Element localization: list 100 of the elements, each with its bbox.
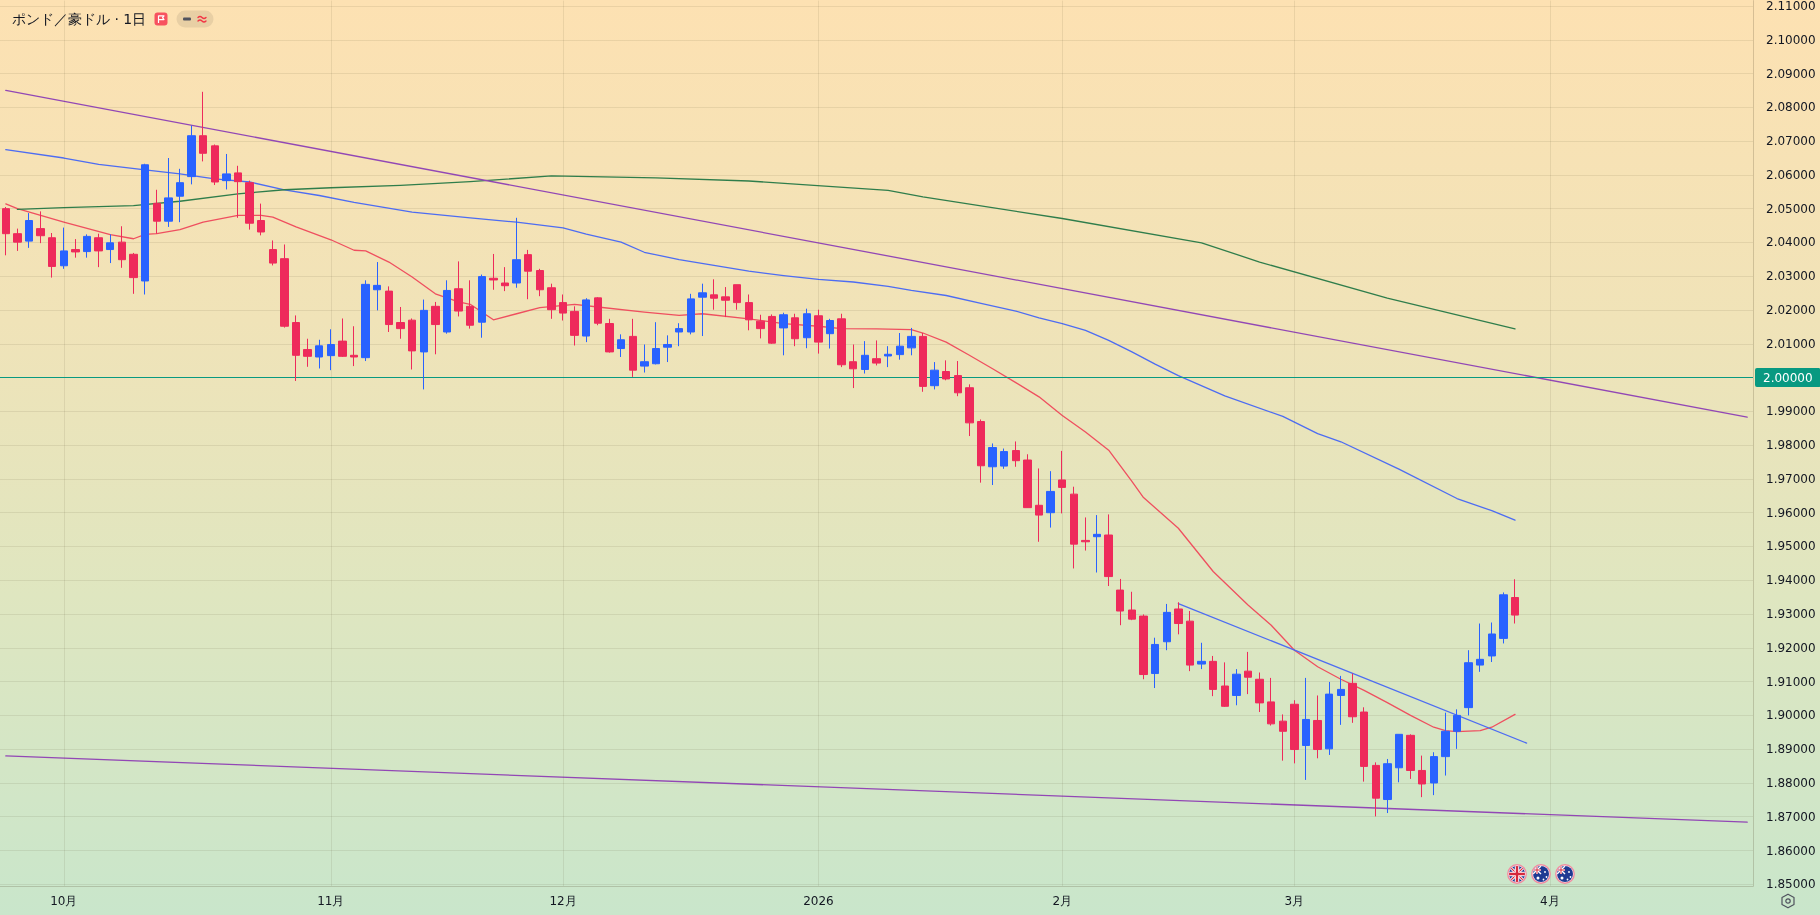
candlestick xyxy=(60,227,68,270)
candlestick xyxy=(303,338,312,368)
candlestick xyxy=(1070,486,1078,569)
candlestick xyxy=(965,383,974,437)
candlestick xyxy=(1511,578,1519,625)
x-tick-label: 11月 xyxy=(317,894,345,908)
y-tick-label: 1.92000 xyxy=(1766,640,1816,655)
candlestick xyxy=(779,312,788,356)
y-tick-label: 1.88000 xyxy=(1766,775,1816,790)
candlestick xyxy=(884,345,892,368)
y-tick-label: 2.03000 xyxy=(1766,269,1816,284)
candlestick xyxy=(791,313,799,347)
candlestick xyxy=(1418,755,1426,798)
y-tick-label: 1.99000 xyxy=(1766,404,1816,419)
candlestick xyxy=(1441,712,1450,777)
y-tick-label: 2.06000 xyxy=(1766,167,1816,182)
candlestick xyxy=(1279,713,1287,762)
candlestick xyxy=(361,279,370,362)
candlestick xyxy=(1313,694,1322,759)
candlestick xyxy=(396,306,405,340)
candlestick xyxy=(768,313,776,345)
candlestick xyxy=(687,293,695,335)
candlestick xyxy=(1383,758,1392,814)
candlestick xyxy=(338,317,347,358)
candlestick xyxy=(1139,613,1148,680)
candlestick xyxy=(1290,699,1299,764)
candlestick xyxy=(1244,651,1252,695)
candlestick xyxy=(199,91,207,162)
candlestick xyxy=(350,325,358,367)
candlestick xyxy=(408,317,416,370)
candlestick xyxy=(1499,591,1508,644)
candlestick xyxy=(280,244,289,329)
candlestick xyxy=(187,125,196,185)
y-tick-label: 1.98000 xyxy=(1766,438,1816,453)
candlestick xyxy=(1128,591,1136,621)
candlestick xyxy=(373,261,381,311)
candlestick xyxy=(907,327,916,356)
x-tick-label: 12月 xyxy=(549,894,577,908)
candlestick xyxy=(930,361,939,390)
candlestick xyxy=(652,321,660,365)
candlestick xyxy=(153,189,161,235)
candlestick xyxy=(919,332,927,393)
candlestick xyxy=(234,165,242,219)
candlestick xyxy=(315,339,323,369)
y-tick-label: 2.07000 xyxy=(1766,134,1816,149)
candlestick xyxy=(385,285,393,333)
y-tick-label: 1.86000 xyxy=(1766,843,1816,858)
candlestick xyxy=(454,260,463,317)
candlestick xyxy=(559,293,567,321)
y-tick-label: 1.94000 xyxy=(1766,573,1816,588)
candlestick xyxy=(826,318,834,350)
candlestick xyxy=(1372,761,1380,817)
y-tick-label: 1.97000 xyxy=(1766,471,1816,486)
candlestick xyxy=(524,249,532,300)
candlestick xyxy=(617,333,625,358)
y-tick-label: 2.11000 xyxy=(1766,0,1816,13)
candlestick xyxy=(1081,516,1090,552)
candlestick xyxy=(663,334,672,363)
candlestick xyxy=(1046,470,1055,529)
candlestick xyxy=(129,252,138,295)
candlestick xyxy=(245,180,254,231)
candlestick xyxy=(1104,513,1113,587)
candlestick xyxy=(837,313,846,368)
candlestick xyxy=(501,266,509,292)
line-series xyxy=(16,175,1516,330)
candlestick xyxy=(872,339,881,366)
candlestick xyxy=(570,305,579,346)
candlestick xyxy=(675,322,683,347)
candlestick xyxy=(71,238,80,259)
candlestick xyxy=(710,278,718,311)
candlestick xyxy=(1093,514,1101,574)
candlestick xyxy=(431,301,440,355)
candlestick xyxy=(48,232,56,279)
y-tick-label: 1.89000 xyxy=(1766,742,1816,757)
candlestick xyxy=(1453,708,1461,750)
x-tick-label: 2月 xyxy=(1052,894,1073,908)
candlestick xyxy=(1302,677,1310,781)
candlestick xyxy=(721,286,730,318)
y-tick-label: 1.87000 xyxy=(1766,809,1816,824)
candlestick xyxy=(106,233,114,264)
candlestick xyxy=(629,318,637,378)
candlestick xyxy=(1116,578,1124,626)
candlestick xyxy=(13,228,22,252)
candlestick xyxy=(1267,677,1275,727)
candlestick xyxy=(814,309,823,355)
y-tick-label: 1.85000 xyxy=(1766,877,1816,892)
candlestick xyxy=(640,343,649,374)
y-tick-label: 2.09000 xyxy=(1766,66,1816,81)
candlestick xyxy=(1488,622,1496,663)
x-tick-label: 10月 xyxy=(50,894,78,908)
y-tick-label: 1.93000 xyxy=(1766,607,1816,622)
candlestick xyxy=(1232,668,1241,706)
candlestick xyxy=(1337,675,1345,726)
candlestick xyxy=(1255,672,1264,713)
candlestick xyxy=(1464,649,1473,716)
y-tick-label: 2.10000 xyxy=(1766,32,1816,47)
candlestick xyxy=(512,217,521,289)
candlestick xyxy=(1197,642,1206,670)
candlestick xyxy=(977,418,985,484)
candlestick xyxy=(1058,450,1066,514)
